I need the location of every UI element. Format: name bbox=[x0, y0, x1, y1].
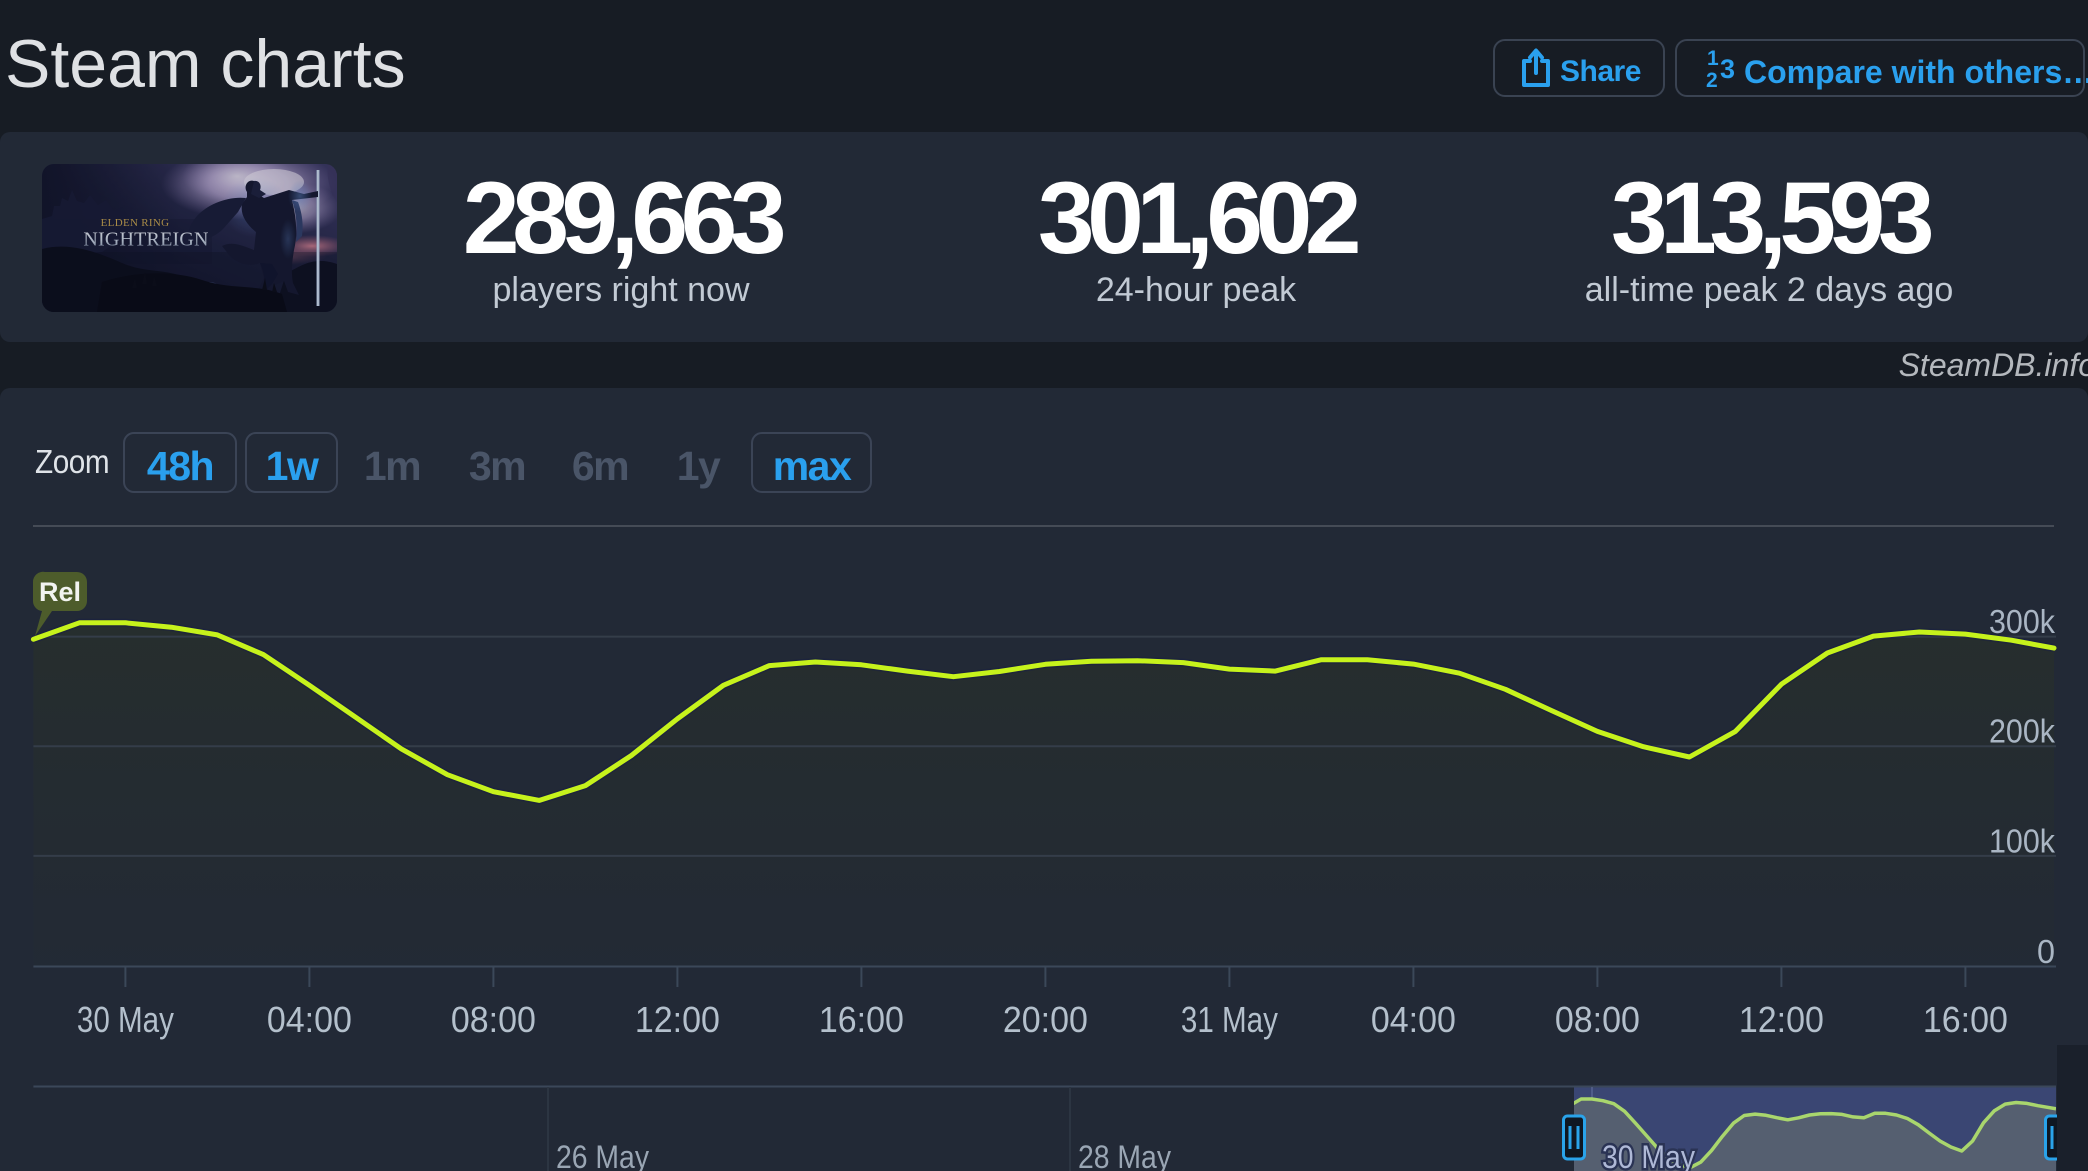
svg-text:0: 0 bbox=[2037, 933, 2055, 970]
svg-text:200k: 200k bbox=[1989, 713, 2055, 750]
svg-text:1: 1 bbox=[1707, 47, 1719, 70]
svg-text:26 May: 26 May bbox=[556, 1139, 649, 1171]
svg-text:12:00: 12:00 bbox=[1739, 999, 1824, 1040]
svg-text:04:00: 04:00 bbox=[1371, 999, 1456, 1040]
svg-text:31 May: 31 May bbox=[1181, 999, 1278, 1040]
svg-text:16:00: 16:00 bbox=[1923, 999, 2008, 1040]
svg-text:04:00: 04:00 bbox=[267, 999, 352, 1040]
svg-text:12:00: 12:00 bbox=[635, 999, 720, 1040]
svg-text:Rel: Rel bbox=[39, 577, 81, 607]
svg-text:2: 2 bbox=[1706, 69, 1717, 92]
svg-text:ELDEN RING: ELDEN RING bbox=[101, 217, 170, 229]
svg-text:300k: 300k bbox=[1989, 603, 2055, 640]
svg-text:08:00: 08:00 bbox=[451, 999, 536, 1040]
svg-text:30 May: 30 May bbox=[1602, 1139, 1695, 1171]
svg-text:100k: 100k bbox=[1989, 822, 2055, 859]
svg-text:30 May: 30 May bbox=[77, 999, 174, 1040]
svg-text:20:00: 20:00 bbox=[1003, 999, 1088, 1040]
svg-text:16:00: 16:00 bbox=[819, 999, 904, 1040]
svg-text:NIGHTREIGN: NIGHTREIGN bbox=[83, 229, 208, 251]
svg-text:3: 3 bbox=[1720, 54, 1735, 84]
svg-text:28 May: 28 May bbox=[1078, 1139, 1171, 1171]
svg-text:08:00: 08:00 bbox=[1555, 999, 1640, 1040]
